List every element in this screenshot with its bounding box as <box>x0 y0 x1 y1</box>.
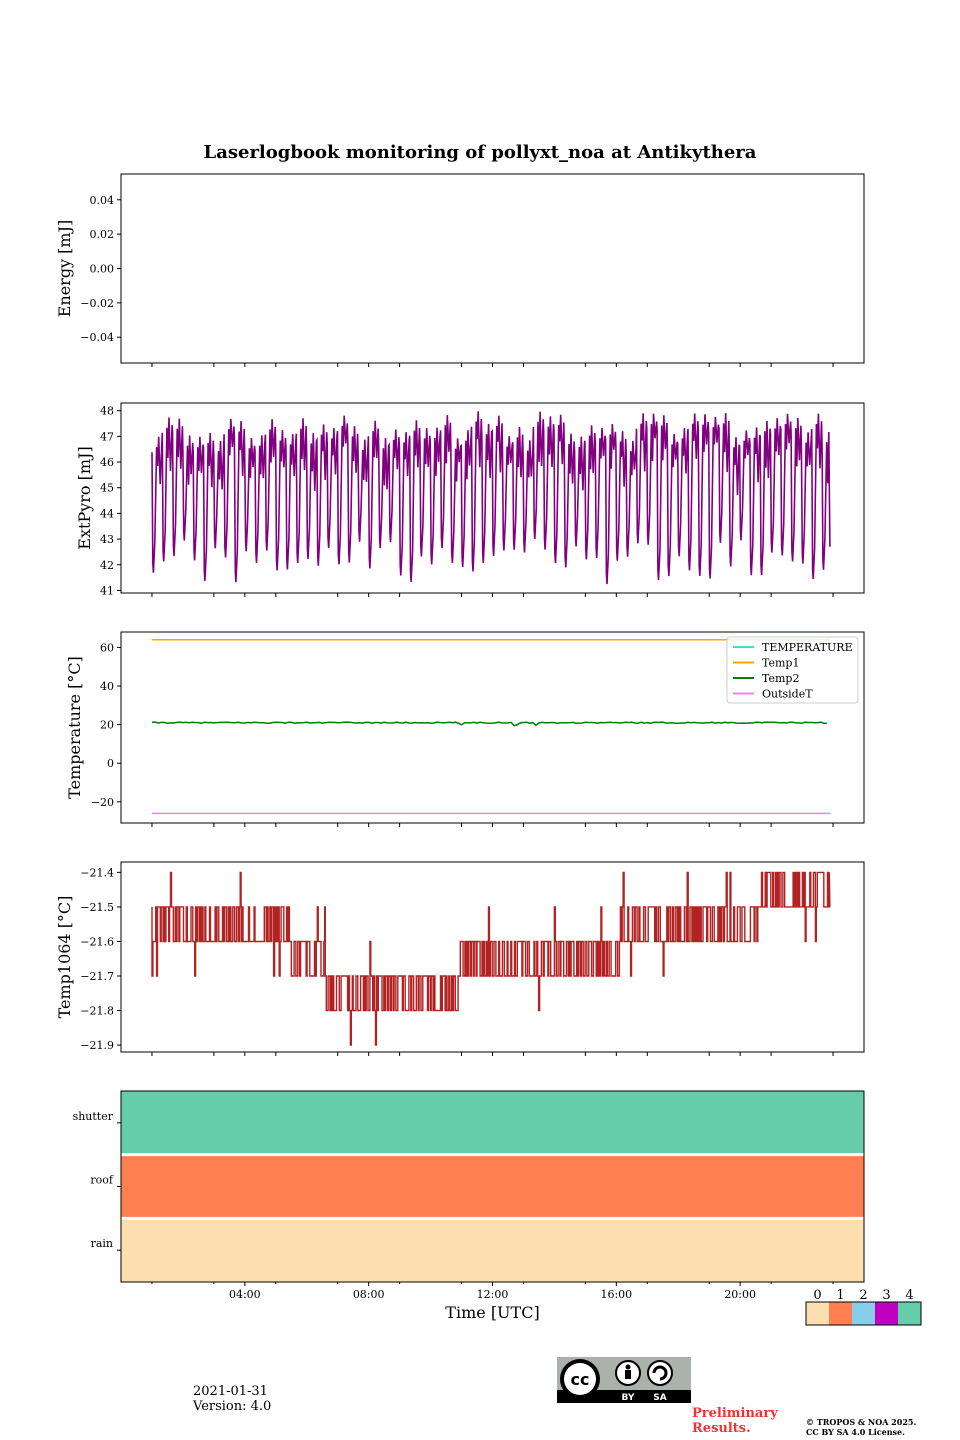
copyright-notice: © TROPOS & NOA 2025. CC BY SA 4.0 Licens… <box>806 1417 916 1437</box>
y-axis-label: ExtPyro [mJ] <box>75 446 94 549</box>
legend-label: Temp2 <box>762 672 799 685</box>
legend-label: TEMPERATURE <box>762 641 853 654</box>
y-tick-label: 60 <box>100 641 114 654</box>
x-tick-label: 20:00 <box>724 1288 756 1301</box>
colorbar-tick-label: 1 <box>836 1288 844 1303</box>
y-tick-label: 42 <box>100 559 114 572</box>
y-tick-label: 47 <box>100 430 114 443</box>
version-text: Version: 4.0 <box>193 1399 272 1414</box>
y-tick-label: 0.00 <box>90 263 115 276</box>
y-axis-label: Energy [mJ] <box>55 220 74 318</box>
colorbar-tick-label: 0 <box>813 1288 821 1303</box>
cc-icon-text: cc <box>571 1370 590 1389</box>
preliminary-notice: Preliminary Results. <box>692 1406 778 1436</box>
y-tick-label: −20 <box>91 796 114 809</box>
y-tick-label: 48 <box>100 405 114 418</box>
legend-label: Temp1 <box>762 657 799 670</box>
colorbar-tick-label: 4 <box>905 1288 913 1303</box>
temperature-panel: 60 40 20 0 −20 Temperature [°C] TEMPERATURE Tem… <box>65 631 865 827</box>
cc-by-label: BY <box>622 1393 635 1403</box>
temp1064-series-line <box>151 871 831 1046</box>
footer-date-block: 2021-01-31 Version: 4.0 <box>193 1384 271 1414</box>
y-tick-label: −0.02 <box>80 297 114 310</box>
figure-title: Laserlogbook monitoring of pollyxt_noa a… <box>204 142 757 163</box>
colorbar-cell <box>829 1302 852 1325</box>
y-tick-label: 0.04 <box>90 194 115 207</box>
y-tick-label: −0.04 <box>80 331 114 344</box>
sa-icon-arrow <box>652 1365 668 1381</box>
flag-row-label: rain <box>91 1237 113 1250</box>
y-tick-label: 0 <box>107 757 114 770</box>
y-tick-label: 40 <box>100 680 114 693</box>
energy-panel: 0.04 0.02 0.00 −0.02 −0.04 Energy [mJ] <box>55 173 865 367</box>
by-icon-head <box>625 1364 631 1370</box>
extpyro-panel: 48 47 46 45 44 43 42 41 ExtPyro [mJ] <box>75 402 865 597</box>
x-axis-label: Time [UTC] <box>445 1303 539 1322</box>
x-tick-label: 04:00 <box>229 1288 261 1301</box>
copyright-line-1: © TROPOS & NOA 2025. <box>806 1417 917 1427</box>
cc-license-badge: cc BY SA <box>557 1357 691 1403</box>
flags-panel: shutter roof rain 04:00 08:00 12:00 16:00 20:00… <box>73 1090 865 1322</box>
axes-frame <box>120 173 865 364</box>
flag-row-label: roof <box>90 1174 114 1187</box>
y-tick-label: 44 <box>100 507 114 520</box>
colorbar-cell <box>852 1302 875 1325</box>
colorbar-frame <box>805 1301 922 1326</box>
y-tick-label: −21.4 <box>80 866 114 879</box>
copyright-line-2: CC BY SA 4.0 License. <box>806 1427 905 1437</box>
date-text: 2021-01-31 <box>193 1384 268 1399</box>
y-tick-label: 46 <box>100 456 114 469</box>
cc-icon <box>564 1363 596 1395</box>
y-tick-label: −21.5 <box>80 901 114 914</box>
x-tick-label: 08:00 <box>353 1288 385 1301</box>
legend-box <box>726 636 859 704</box>
colorbar-cell <box>898 1302 921 1325</box>
flag-row-roof <box>121 1154 864 1219</box>
y-tick-label: −21.6 <box>80 935 114 948</box>
y-axis-label: Temperature [°C] <box>65 656 84 799</box>
y-tick-label: 0.02 <box>90 228 115 241</box>
by-icon-body <box>625 1370 631 1379</box>
series-temp2 <box>151 721 827 727</box>
y-tick-label: 20 <box>100 719 114 732</box>
extpyro-series-line <box>151 411 831 585</box>
colorbar-tick-label: 3 <box>882 1288 890 1303</box>
legend-label: OutsideT <box>762 688 813 701</box>
y-tick-label: 41 <box>100 584 114 597</box>
flag-row-shutter <box>121 1091 864 1155</box>
y-tick-label: −21.9 <box>80 1039 114 1052</box>
y-tick-label: −21.7 <box>80 970 114 983</box>
flag-row-label: shutter <box>73 1110 114 1123</box>
y-axis-label: Temp1064 [°C] <box>55 896 74 1019</box>
y-tick-label: 43 <box>100 533 114 546</box>
x-tick-label: 12:00 <box>477 1288 509 1301</box>
colorbar-cell <box>806 1302 829 1325</box>
colorbar-tick-label: 2 <box>859 1288 867 1303</box>
x-tick-label: 16:00 <box>600 1288 632 1301</box>
y-tick-label: 45 <box>100 482 114 495</box>
flag-row-rain <box>121 1218 864 1282</box>
sa-icon <box>647 1360 673 1386</box>
temp1064-panel: −21.4 −21.5 −21.6 −21.7 −21.8 −21.9 Temp1064 [… <box>55 861 865 1056</box>
cc-sa-label: SA <box>653 1393 666 1403</box>
colorbar-cell <box>875 1302 898 1325</box>
y-tick-label: −21.8 <box>80 1005 114 1018</box>
